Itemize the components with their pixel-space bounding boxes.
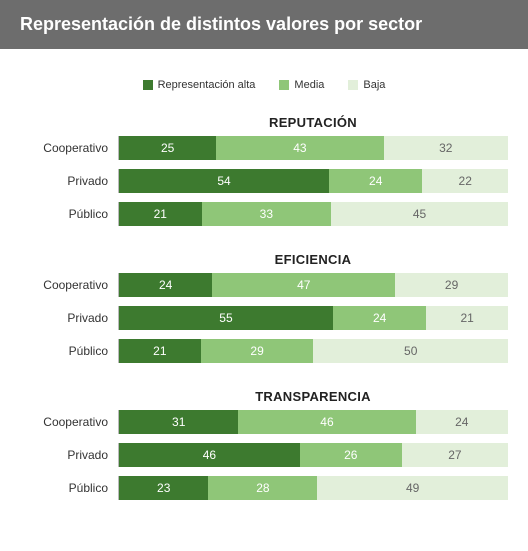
bar-segment: 32 (384, 136, 508, 160)
chart-group: TRANSPARENCIACooperativo314624Privado462… (20, 389, 508, 500)
legend-item: Representación alta (143, 79, 256, 91)
group-title: TRANSPARENCIA (20, 389, 508, 404)
bar-segment: 21 (119, 339, 201, 363)
chart-group: REPUTACIÓNCooperativo254332Privado542422… (20, 115, 508, 226)
bar-segment: 46 (119, 443, 300, 467)
bar-segment: 26 (300, 443, 402, 467)
bar-segment: 24 (119, 273, 212, 297)
legend-label: Media (294, 79, 324, 91)
legend-item: Baja (348, 79, 385, 91)
bar-segment: 28 (208, 476, 317, 500)
row-label: Cooperativo (20, 415, 118, 429)
bar-segment: 21 (426, 306, 508, 330)
bar-segment: 29 (201, 339, 314, 363)
legend-swatch (143, 80, 153, 90)
bar-segment: 21 (119, 202, 202, 226)
stacked-bar: 462627 (118, 443, 508, 467)
bar-row: Cooperativo314624 (20, 410, 508, 434)
stacked-bar: 213345 (118, 202, 508, 226)
legend-label: Baja (363, 79, 385, 91)
bar-row: Privado542422 (20, 169, 508, 193)
bar-segment: 49 (317, 476, 508, 500)
bar-segment: 55 (119, 306, 333, 330)
legend-item: Media (279, 79, 324, 91)
chart-title: Representación de distintos valores por … (0, 0, 528, 49)
bar-segment: 24 (416, 410, 508, 434)
bar-segment: 24 (333, 306, 426, 330)
bar-segment: 24 (329, 169, 422, 193)
row-label: Privado (20, 311, 118, 325)
legend-label: Representación alta (158, 79, 256, 91)
bar-row: Público232849 (20, 476, 508, 500)
stacked-bar: 254332 (118, 136, 508, 160)
bar-segment: 31 (119, 410, 238, 434)
bar-row: Privado462627 (20, 443, 508, 467)
chart-content: Representación alta Media Baja REPUTACIÓN C… (0, 49, 528, 546)
bar-segment: 45 (331, 202, 508, 226)
chart-group: EFICIENCIACooperativo244729Privado552421… (20, 252, 508, 363)
row-label: Cooperativo (20, 141, 118, 155)
bar-segment: 23 (119, 476, 208, 500)
bar-segment: 46 (238, 410, 415, 434)
bar-segment: 33 (202, 202, 332, 226)
stacked-bar: 552421 (118, 306, 508, 330)
bar-segment: 27 (402, 443, 508, 467)
bar-segment: 29 (395, 273, 508, 297)
row-label: Público (20, 207, 118, 221)
row-label: Público (20, 344, 118, 358)
bar-segment: 47 (212, 273, 395, 297)
stacked-bar: 542422 (118, 169, 508, 193)
stacked-bar: 314624 (118, 410, 508, 434)
bar-segment: 22 (422, 169, 508, 193)
bar-segment: 25 (119, 136, 216, 160)
bar-segment: 43 (216, 136, 383, 160)
group-title: EFICIENCIA (20, 252, 508, 267)
row-label: Cooperativo (20, 278, 118, 292)
stacked-bar: 212950 (118, 339, 508, 363)
bar-segment: 50 (313, 339, 508, 363)
bar-row: Público212950 (20, 339, 508, 363)
row-label: Público (20, 481, 118, 495)
row-label: Privado (20, 174, 118, 188)
bar-segment: 54 (119, 169, 329, 193)
legend-swatch (279, 80, 289, 90)
legend-swatch (348, 80, 358, 90)
bar-row: Privado552421 (20, 306, 508, 330)
row-label: Privado (20, 448, 118, 462)
bar-row: Público213345 (20, 202, 508, 226)
stacked-bar: 244729 (118, 273, 508, 297)
group-title: REPUTACIÓN (20, 115, 508, 130)
bar-row: Cooperativo244729 (20, 273, 508, 297)
bar-row: Cooperativo254332 (20, 136, 508, 160)
stacked-bar: 232849 (118, 476, 508, 500)
legend: Representación alta Media Baja (20, 79, 508, 91)
